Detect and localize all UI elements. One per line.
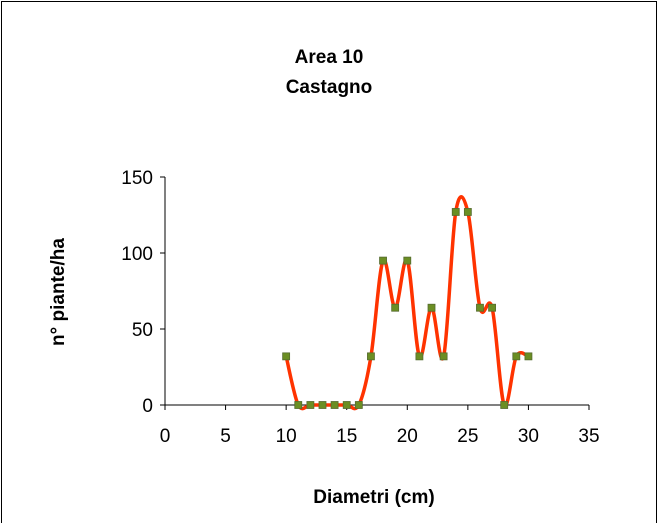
- data-point-marker: [451, 208, 460, 216]
- data-point-marker: [379, 256, 387, 265]
- y-ticks: 0 50 100 150: [121, 168, 165, 417]
- data-point-marker: [427, 303, 436, 312]
- x-tick-label: 20: [397, 426, 418, 447]
- y-tick-label: 0: [142, 396, 153, 417]
- y-tick-label: 100: [121, 244, 153, 265]
- axes: [164, 177, 589, 406]
- data-point-marker: [318, 401, 327, 409]
- data-point-marker: [403, 256, 412, 265]
- data-point-marker: [391, 303, 400, 312]
- data-point-marker: [294, 401, 303, 409]
- data-point-marker: [282, 352, 291, 361]
- data-point-marker: [463, 208, 472, 216]
- data-point-marker: [488, 303, 496, 312]
- data-point-marker: [330, 401, 339, 409]
- y-tick-label: 150: [121, 168, 153, 189]
- x-tick-label: 35: [578, 426, 599, 447]
- data-point-marker: [306, 401, 315, 409]
- data-point-marker: [354, 401, 363, 409]
- data-point-marker: [415, 352, 424, 361]
- x-tick-label: 10: [276, 426, 297, 447]
- data-point-marker: [476, 303, 484, 312]
- chart-title-line-2: Castagno: [286, 77, 373, 98]
- x-tick-label: 15: [336, 426, 357, 447]
- series-layer: [282, 195, 533, 411]
- data-point-marker: [524, 352, 533, 361]
- data-point-marker: [500, 401, 509, 409]
- y-axis-title: n° piante/ha: [48, 238, 69, 346]
- x-tick-label: 5: [220, 426, 231, 447]
- x-ticks: 0 5 10 15 20 25 30 35: [160, 405, 600, 447]
- x-tick-label: 25: [457, 426, 478, 447]
- data-point-marker: [367, 352, 375, 361]
- x-axis-title: Diametri (cm): [313, 487, 434, 508]
- data-point-marker: [512, 352, 521, 361]
- data-point-marker: [342, 401, 351, 409]
- chart-title-line-1: Area 10: [295, 47, 364, 68]
- x-tick-label: 30: [518, 426, 539, 447]
- y-tick-label: 50: [132, 320, 153, 341]
- x-tick-label: 0: [160, 426, 171, 447]
- data-point-marker: [439, 352, 448, 361]
